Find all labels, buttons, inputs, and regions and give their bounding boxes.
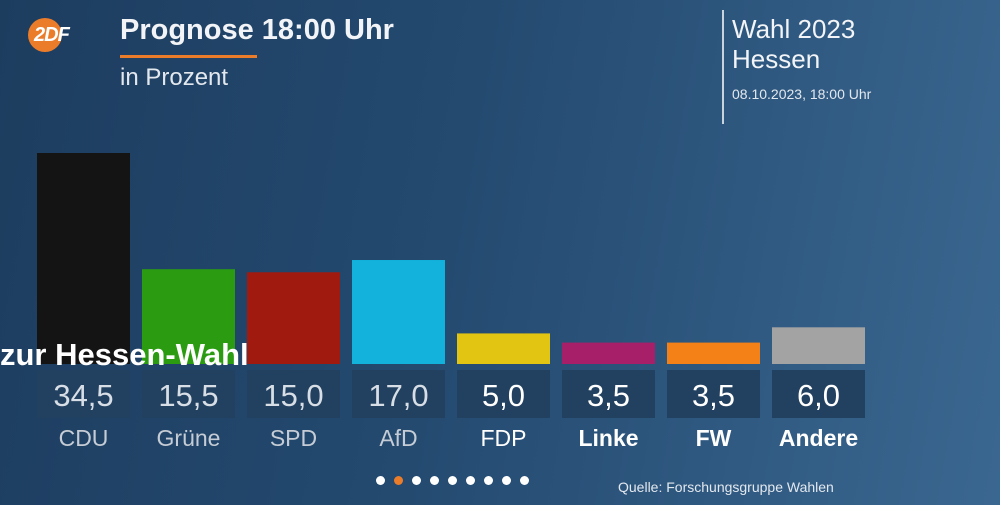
bar-afd — [352, 260, 445, 364]
source-note: Quelle: Forschungsgruppe Wahlen — [618, 479, 834, 495]
election-title: Wahl 2023 — [732, 14, 856, 44]
bar-cdu — [37, 153, 130, 364]
title-underline — [120, 55, 257, 58]
value-box-linke — [562, 370, 655, 418]
election-datetime: 08.10.2023, 18:00 Uhr — [732, 86, 872, 102]
category-label-afd: AfD — [379, 425, 417, 451]
zdf-logo: 2DF — [28, 18, 90, 52]
overlay-headline: zur Hessen-Wahl — [0, 337, 249, 372]
chart-title: Prognose 18:00 Uhr — [120, 14, 394, 46]
zdf-logo-text: 2DF — [34, 24, 70, 46]
chart-subtitle: in Prozent — [120, 64, 229, 91]
value-box-afd — [352, 370, 445, 418]
category-label-fw: FW — [696, 425, 732, 451]
value-label-spd: 15,0 — [263, 378, 323, 413]
value-label-fw: 3,5 — [692, 378, 735, 413]
pager-dot[interactable] — [520, 476, 529, 485]
pager-dot[interactable] — [394, 476, 403, 485]
category-label-fdp: FDP — [481, 425, 527, 451]
value-label-afd: 17,0 — [368, 378, 428, 413]
category-label-linke: Linke — [578, 425, 638, 451]
value-label-andere: 6,0 — [797, 378, 840, 413]
pager-dot[interactable] — [412, 476, 421, 485]
bar-gruene — [142, 269, 235, 364]
value-label-fdp: 5,0 — [482, 378, 525, 413]
value-box-fw — [667, 370, 760, 418]
pager-dot[interactable] — [430, 476, 439, 485]
value-box-spd — [247, 370, 340, 418]
pager-dot[interactable] — [502, 476, 511, 485]
category-label-gruene: Grüne — [157, 425, 221, 451]
category-label-cdu: CDU — [59, 425, 109, 451]
pager-dot[interactable] — [448, 476, 457, 485]
bar-andere — [772, 327, 865, 364]
value-label-cdu: 34,5 — [53, 378, 113, 413]
zdf-logo-circle — [28, 18, 62, 52]
election-region: Hessen — [732, 44, 821, 74]
value-box-fdp — [457, 370, 550, 418]
value-label-linke: 3,5 — [587, 378, 630, 413]
value-box-cdu — [37, 370, 130, 418]
value-label-gruene: 15,5 — [158, 378, 218, 413]
pager-dot[interactable] — [484, 476, 493, 485]
value-box-andere — [772, 370, 865, 418]
pager-dot[interactable] — [466, 476, 475, 485]
bar-fdp — [457, 333, 550, 364]
category-label-spd: SPD — [270, 425, 317, 451]
carousel-pager — [376, 476, 529, 488]
header-divider — [722, 10, 724, 124]
bar-spd — [247, 272, 340, 364]
bar-linke — [562, 342, 655, 364]
pager-dot[interactable] — [376, 476, 385, 485]
category-label-andere: Andere — [779, 425, 858, 451]
bar-fw — [667, 342, 760, 364]
value-box-gruene — [142, 370, 235, 418]
